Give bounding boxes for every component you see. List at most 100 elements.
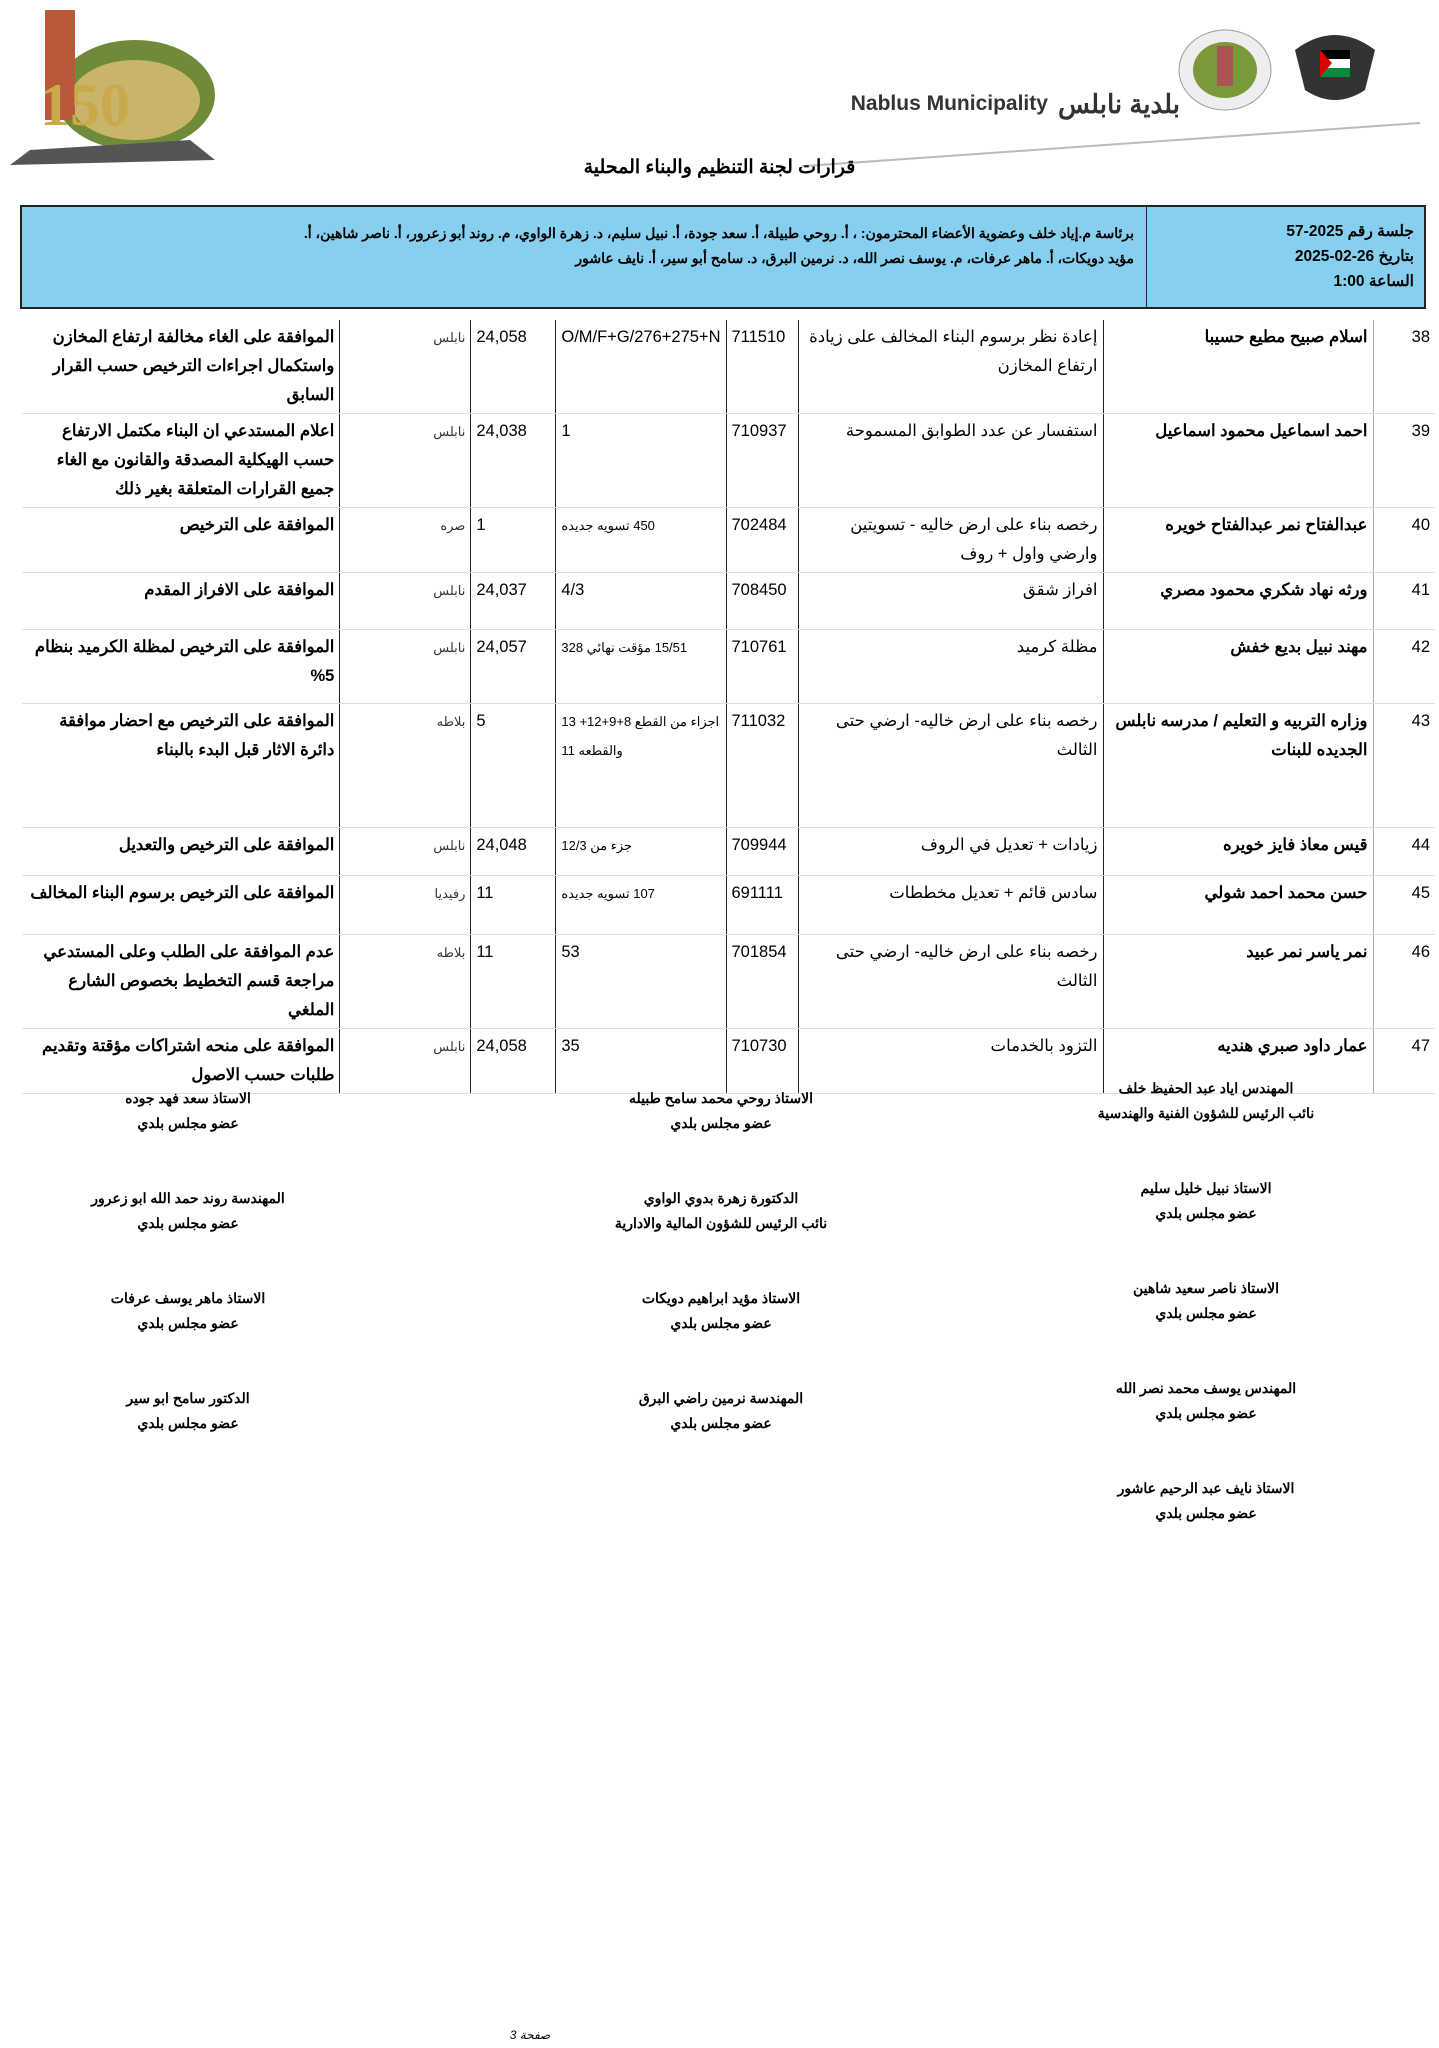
cell-name: نمر ياسر نمر عبيد	[1102, 934, 1373, 1029]
cell-decision: الموافقة على الافراز المقدم	[22, 572, 340, 630]
signatory-role: عضو مجلس بلدي	[1155, 1505, 1257, 1521]
signatory-name: الاستاذ نايف عبد الرحيم عاشور	[1117, 1480, 1295, 1496]
cell-subject: التزود بالخدمات	[797, 1028, 1103, 1094]
signature-block: الاستاذ سعد فهد جوده عضو مجلس بلدي	[23, 1086, 353, 1136]
cell-plot: O/M/F+G/276+275+N	[555, 320, 726, 414]
cell-subject: زيادات + تعديل في الروف	[797, 827, 1103, 876]
cell-plot: 450 تسويه جديده	[555, 507, 726, 573]
municipality-seal	[1178, 29, 1272, 111]
table-row: 41 ورثه نهاد شكري محمود مصري افراز شقق 7084…	[22, 572, 1435, 630]
signatory-role: عضو مجلس بلدي	[137, 1315, 239, 1331]
signature-block: المهندس اياد عبد الحفيظ خلف نائب الرئيس ل…	[1041, 1076, 1371, 1126]
signatory-name: الاستاذ نبيل خليل سليم	[1140, 1180, 1272, 1196]
signature-block: المهندسة نرمين راضي البرق عضو مجلس بلدي	[556, 1386, 886, 1436]
signature-block: الاستاذ روحي محمد سامح طبيله عضو مجلس بلد…	[556, 1086, 886, 1136]
cell-num: 44	[1372, 827, 1435, 876]
cell-request: 710937	[725, 413, 798, 508]
session-number: جلسة رقم 2025-57	[1286, 223, 1414, 240]
cell-decision: الموافقة على الغاء مخالفة ارتفاع المخازن…	[22, 320, 340, 414]
cell-basin: 24,058	[470, 1028, 556, 1094]
cell-num: 41	[1372, 572, 1435, 630]
signatory-role: عضو مجلس بلدي	[137, 1215, 239, 1231]
nablus-150-logo: 150	[10, 10, 215, 165]
cell-basin: 24,038	[470, 413, 556, 508]
cell-request: 711510	[725, 320, 798, 414]
signature-block: المهندس يوسف محمد نصر الله عضو مجلس بلدي	[1041, 1376, 1371, 1426]
cell-basin: 1	[470, 507, 556, 573]
cell-region: نابلس	[339, 413, 471, 508]
cell-num: 47	[1372, 1028, 1435, 1094]
table-row: 44 قيس معاذ فايز خويره زيادات + تعديل في ا…	[22, 827, 1435, 876]
table-row: 43 وزاره التربيه و التعليم / مدرسه نابلس …	[22, 703, 1435, 828]
cell-basin: 24,057	[470, 629, 556, 704]
cell-num: 38	[1372, 320, 1435, 414]
cell-basin: 11	[470, 875, 556, 935]
signatory-name: الاستاذ روحي محمد سامح طبيله	[629, 1090, 813, 1106]
signatory-role: نائب الرئيس للشؤون المالية والادارية	[614, 1215, 828, 1231]
cell-region: نابلس	[339, 572, 471, 630]
cell-request: 708450	[725, 572, 798, 630]
cell-request: 710761	[725, 629, 798, 704]
table-row: 39 احمد اسماعيل محمود اسماعيل استفسار عن ع…	[22, 413, 1435, 508]
cell-region: رفيديا	[339, 875, 471, 935]
cell-request: 710730	[725, 1028, 798, 1094]
cell-request: 702484	[725, 507, 798, 573]
signatory-name: المهندسة روند حمد الله ابو زعرور	[91, 1190, 285, 1206]
cell-name: عمار داود صبري هنديه	[1102, 1028, 1373, 1094]
signatory-role: عضو مجلس بلدي	[137, 1115, 239, 1131]
cell-subject: رخصه بناء على ارض خاليه- ارضي حتى الثالث	[797, 934, 1103, 1029]
session-box: جلسة رقم 2025-57 بتاريخ 26-02-2025 الساع…	[20, 205, 1426, 309]
cell-plot: 15/51 مؤقت نهائي 328	[555, 629, 726, 704]
svg-text:150: 150	[40, 72, 130, 138]
cell-region: نابلس	[339, 320, 471, 414]
cell-name: حسن محمد احمد شولي	[1102, 875, 1373, 935]
cell-decision: الموافقة على الترخيص والتعديل	[22, 827, 340, 876]
cell-subject: إعادة نظر برسوم البناء المخالف على زيادة…	[797, 320, 1103, 414]
cell-decision: اعلام المستدعي ان البناء مكتمل الارتفاع …	[22, 413, 340, 508]
municipality-brand: Nablus Municipality بلدية نابلس	[790, 88, 1180, 120]
signatory-role: عضو مجلس بلدي	[670, 1315, 772, 1331]
signatory-role: نائب الرئيس للشؤون الفنية والهندسية	[1097, 1105, 1315, 1121]
signature-block: الدكتورة زهرة بدوي الواوي نائب الرئيس للش…	[556, 1186, 886, 1236]
cell-decision: عدم الموافقة على الطلب وعلى المستدعي مرا…	[22, 934, 340, 1029]
cell-plot: 53	[555, 934, 726, 1029]
cell-basin: 24,058	[470, 320, 556, 414]
cell-num: 39	[1372, 413, 1435, 508]
table-row: 38 اسلام صبيح مطيع حسيبا إعادة نظر برسوم ا…	[22, 320, 1435, 414]
cell-num: 42	[1372, 629, 1435, 704]
signatory-role: عضو مجلس بلدي	[137, 1415, 239, 1431]
attendees-line: برئاسة م.إياد خلف وعضوية الأعضاء المحترم…	[303, 225, 1134, 241]
cell-decision: الموافقة على الترخيص	[22, 507, 340, 573]
cell-num: 46	[1372, 934, 1435, 1029]
session-time: الساعة 1:00	[1333, 273, 1414, 290]
cell-subject: استفسار عن عدد الطوابق المسموحة	[797, 413, 1103, 508]
attendees: برئاسة م.إياد خلف وعضوية الأعضاء المحترم…	[22, 207, 1146, 307]
cell-decision: الموافقة على الترخيص لمظلة الكرميد بنظام…	[22, 629, 340, 704]
signatory-role: عضو مجلس بلدي	[1155, 1205, 1257, 1221]
signature-block: الاستاذ ناصر سعيد شاهين عضو مجلس بلدي	[1041, 1276, 1371, 1326]
table-row: 46 نمر ياسر نمر عبيد رخصه بناء على ارض خال…	[22, 934, 1435, 1029]
cell-plot: 35	[555, 1028, 726, 1094]
decisions-table: 38 اسلام صبيح مطيع حسيبا إعادة نظر برسوم ا…	[22, 320, 1435, 1094]
signatory-role: عضو مجلس بلدي	[1155, 1305, 1257, 1321]
cell-subject: رخصه بناء على ارض خاليه - تسويتين وارضي …	[797, 507, 1103, 573]
table-row: 42 مهند نبيل بديع خفش مظلة كرميد 710761 15/5…	[22, 629, 1435, 704]
table-row: 40 عبدالفتاح نمر عبدالفتاح خويره رخصه بناء…	[22, 507, 1435, 573]
cell-name: مهند نبيل بديع خفش	[1102, 629, 1373, 704]
cell-request: 709944	[725, 827, 798, 876]
cell-subject: سادس قائم + تعديل مخططات	[797, 875, 1103, 935]
palestine-eagle-emblem	[1295, 35, 1375, 100]
cell-name: احمد اسماعيل محمود اسماعيل	[1102, 413, 1373, 508]
brand-arabic: بلدية نابلس	[1057, 88, 1180, 119]
page-number: صفحة 3	[509, 2028, 551, 2042]
signatory-name: الدكتورة زهرة بدوي الواوي	[643, 1190, 799, 1206]
brand-english: Nablus Municipality	[850, 92, 1048, 115]
cell-request: 691111	[725, 875, 798, 935]
signature-block: الدكتور سامح ابو سير عضو مجلس بلدي	[23, 1386, 353, 1436]
cell-subject: رخصه بناء على ارض خاليه- ارضي حتى الثالث	[797, 703, 1103, 828]
cell-plot: 1	[555, 413, 726, 508]
signatory-role: عضو مجلس بلدي	[670, 1115, 772, 1131]
cell-basin: 24,037	[470, 572, 556, 630]
cell-num: 45	[1372, 875, 1435, 935]
cell-subject: مظلة كرميد	[797, 629, 1103, 704]
